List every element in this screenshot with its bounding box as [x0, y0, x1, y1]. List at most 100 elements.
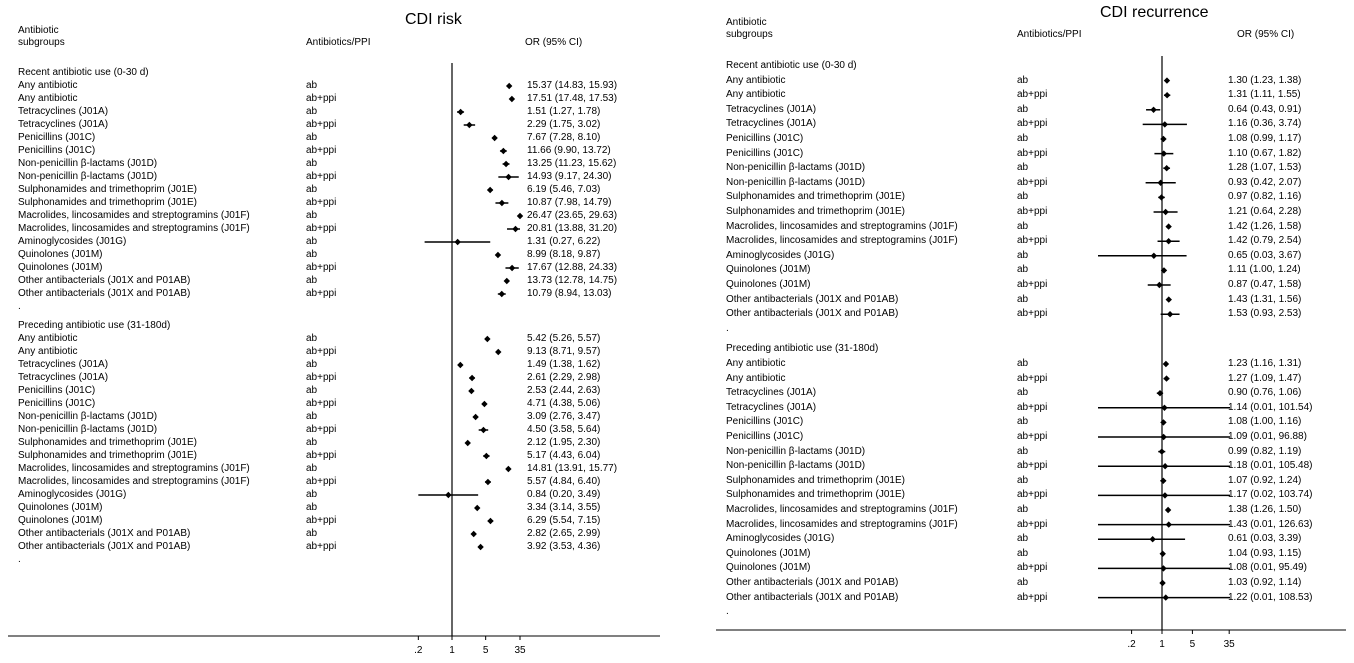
point-estimate [1165, 238, 1172, 245]
row-label: Sulphonamides and trimethoprim (J01E) [18, 197, 197, 208]
exposure-label: ab [306, 210, 318, 221]
or-ci-value: 14.81 (13.91, 15.77) [527, 463, 618, 474]
exposure-label: ab+ppi [306, 119, 337, 130]
or-ci-value: 0.97 (0.82, 1.16) [1228, 191, 1302, 203]
row-label: Macrolides, lincosamides and streptogram… [18, 210, 250, 221]
row-label: Other antibacterials (J01X and P01AB) [18, 541, 191, 552]
exposure-label: ab+ppi [306, 197, 337, 208]
exposure-label: ab [1017, 220, 1029, 232]
row-label: Any antibiotic [18, 93, 78, 104]
group-heading: Recent antibiotic use (0-30 d) [18, 67, 149, 78]
point-estimate [1159, 579, 1166, 587]
or-ci-value: 1.08 (1.00, 1.16) [1228, 416, 1302, 428]
exposure-label: ab+ppi [1017, 279, 1048, 290]
or-ci-value: 1.21 (0.64, 2.28) [1228, 206, 1302, 217]
or-ci-value: 1.09 (0.01, 96.88) [1228, 431, 1307, 442]
subgroup-header-line2: subgroups [726, 29, 773, 40]
row-label: Sulphonamides and trimethoprim (J01E) [18, 184, 197, 195]
exposure-label: ab [306, 333, 318, 344]
exposure-label: ab+ppi [1017, 147, 1048, 159]
or-ci-value: 26.47 (23.65, 29.63) [527, 210, 618, 221]
point-estimate [468, 374, 476, 382]
row-label: Quinolones (J01M) [726, 264, 811, 276]
exposure-label: ab+ppi [306, 372, 337, 383]
exposure-label: ab [1017, 504, 1029, 515]
row-label: Tetracyclines (J01A) [18, 106, 109, 117]
or-ci-value: 14.93 (9.17, 24.30) [527, 171, 612, 182]
point-estimate [498, 290, 505, 298]
point-estimate [1163, 375, 1170, 382]
or-ci-value: 1.30 (1.23, 1.38) [1228, 74, 1302, 86]
or-ci-value: 1.28 (1.07, 1.53) [1228, 162, 1302, 174]
point-estimate [1160, 477, 1167, 484]
or-ci-header: OR (95% CI) [1237, 29, 1295, 40]
or-ci-value: 3.92 (3.53, 4.36) [527, 541, 601, 552]
or-ci-value: 1.43 (0.01, 126.63) [1228, 518, 1313, 530]
or-ci-value: 2.53 (2.44, 2.63) [527, 385, 601, 396]
exposure-label: ab+ppi [1017, 118, 1048, 130]
or-ci-value: 2.29 (1.75, 3.02) [527, 119, 601, 130]
exposure-label: ab [306, 80, 318, 91]
point-estimate [1156, 390, 1164, 397]
subgroup-header-line1: Antibiotic [726, 17, 767, 28]
row-label: Non-penicillin β-lactams (J01D) [18, 411, 158, 422]
exposure-label: ab+ppi [306, 541, 337, 552]
row-label: Any antibiotic [726, 74, 786, 86]
exposure-label: ab [1017, 533, 1029, 545]
exposure-label: ab+ppi [306, 288, 337, 299]
or-ci-value: 1.17 (0.02, 103.74) [1228, 489, 1313, 501]
row-label: Quinolones (J01M) [18, 262, 103, 273]
row-label: Aminoglycosides (J01G) [18, 489, 127, 500]
point-estimate [1164, 506, 1172, 514]
exposure-label: ab [1017, 191, 1029, 203]
x-tick-label: .2 [414, 645, 423, 656]
or-ci-value: 0.84 (0.20, 3.49) [527, 489, 601, 500]
exposure-label: ab+ppi [1017, 235, 1048, 247]
point-estimate [495, 348, 502, 356]
row-label: Penicillins (J01C) [726, 147, 804, 159]
exposure-label: ab+ppi [1017, 176, 1048, 188]
row-label: Any antibiotic [18, 346, 78, 357]
row-label: Sulphonamides and trimethoprim (J01E) [18, 437, 197, 448]
group-spacer-dot: . [18, 554, 21, 565]
point-estimate [1163, 165, 1170, 172]
or-ci-value: 1.23 (1.16, 1.31) [1228, 358, 1302, 369]
exposure-label: ab [1017, 133, 1029, 144]
row-label: Non-penicillin β-lactams (J01D) [726, 162, 866, 174]
or-ci-value: 11.66 (9.90, 13.72) [527, 145, 611, 156]
x-tick-label: 1 [449, 645, 455, 656]
row-label: Any antibiotic [726, 372, 786, 384]
point-estimate [484, 478, 492, 486]
or-ci-value: 13.73 (12.78, 14.75) [527, 275, 618, 286]
point-estimate [498, 199, 506, 207]
or-ci-value: 1.31 (1.11, 1.55) [1228, 89, 1301, 101]
subgroup-header-line2: subgroups [18, 37, 65, 48]
or-ci-value: 17.51 (17.48, 17.53) [527, 93, 618, 104]
or-ci-value: 10.87 (7.98, 14.79) [527, 197, 612, 208]
point-estimate [468, 387, 475, 395]
exposure-label: ab [1017, 103, 1029, 115]
exposure-label: ab [306, 463, 318, 474]
or-ci-value: 1.27 (1.09, 1.47) [1228, 372, 1302, 384]
point-estimate [1161, 404, 1168, 411]
row-label: Tetracyclines (J01A) [726, 401, 817, 413]
or-ci-value: 1.22 (0.01, 108.53) [1228, 591, 1313, 603]
row-label: Non-penicillin β-lactams (J01D) [726, 176, 866, 188]
exposure-label: ab+ppi [306, 398, 337, 409]
row-label: Macrolides, lincosamides and streptogram… [726, 518, 958, 530]
exposure-label: ab [306, 489, 318, 500]
point-estimate [1165, 223, 1172, 230]
or-ci-value: 6.19 (5.46, 7.03) [527, 184, 601, 195]
row-label: Other antibacterials (J01X and P01AB) [18, 275, 191, 286]
point-estimate [1160, 419, 1167, 426]
group-heading: Recent antibiotic use (0-30 d) [726, 60, 857, 71]
exposure-label: ab [306, 184, 318, 195]
point-estimate [1160, 150, 1168, 157]
or-ci-value: 1.49 (1.38, 1.62) [527, 359, 601, 370]
point-estimate [1160, 565, 1167, 572]
point-estimate [500, 147, 507, 155]
or-ci-value: 15.37 (14.83, 15.93) [527, 80, 618, 91]
point-estimate [494, 251, 502, 259]
exposure-header: Antibiotics/PPI [306, 37, 371, 48]
or-ci-value: 1.10 (0.67, 1.82) [1228, 147, 1302, 159]
